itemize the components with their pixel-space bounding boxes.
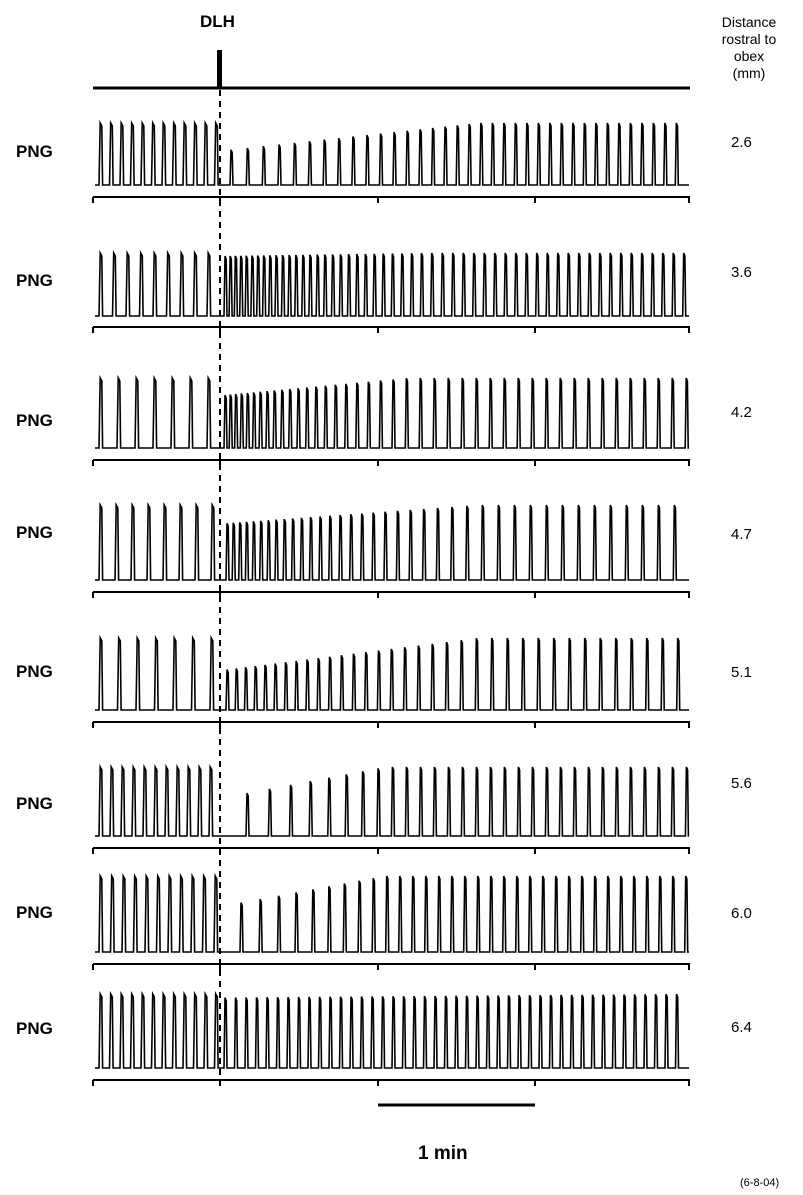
- trace-distance: 5.1: [731, 664, 752, 681]
- trace-distance: 6.4: [731, 1019, 752, 1036]
- distance-header-line: obex: [733, 48, 765, 64]
- trace-distance: 4.2: [731, 404, 752, 421]
- dlh-stimulus-label: DLH: [200, 12, 235, 31]
- trace-distance: 5.6: [731, 775, 752, 792]
- trace-label: PNG: [16, 662, 53, 681]
- trace-distance: 4.7: [731, 526, 752, 543]
- png-trace: [95, 990, 689, 1069]
- trace-label: PNG: [16, 142, 53, 161]
- png-trace: [95, 249, 689, 317]
- trace-label: PNG: [16, 271, 53, 290]
- distance-header-line: rostral to: [721, 31, 777, 47]
- png-trace: [95, 872, 689, 953]
- trace-label: PNG: [16, 411, 53, 430]
- trace-label: PNG: [16, 903, 53, 922]
- png-trace: [95, 763, 690, 837]
- time-scale-label: 1 min: [418, 1143, 468, 1164]
- trace-label: PNG: [16, 794, 53, 813]
- trace-distance: 6.0: [731, 905, 752, 922]
- trace-distance: 2.6: [731, 134, 752, 151]
- stimulus-marker: [217, 50, 222, 88]
- trace-distance: 3.6: [731, 264, 752, 281]
- png-trace: [95, 634, 689, 711]
- distance-header: Distance rostral to obex (mm): [700, 14, 798, 82]
- distance-header-line: (mm): [732, 65, 766, 81]
- png-trace: [95, 501, 689, 581]
- date-code: (6-8-04): [740, 1177, 780, 1189]
- png-trace: [95, 374, 689, 449]
- png-trace: [95, 119, 689, 186]
- trace-label: PNG: [16, 1019, 53, 1038]
- distance-header-line: Distance: [721, 14, 777, 30]
- trace-label: PNG: [16, 523, 53, 542]
